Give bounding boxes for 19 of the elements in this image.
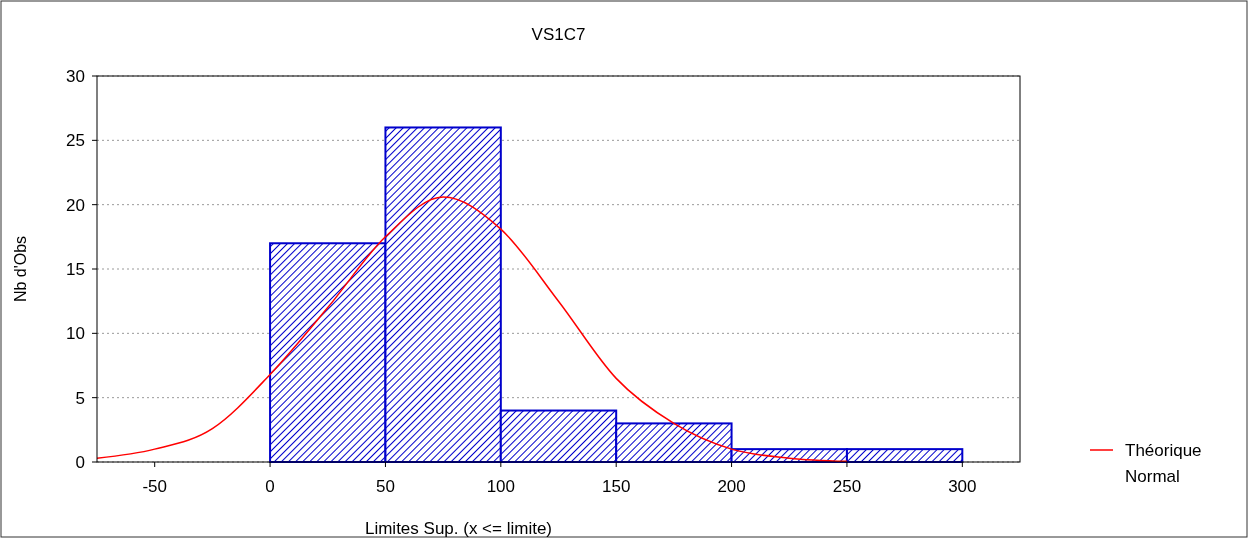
y-tick-label: 30 [66, 67, 85, 86]
x-tick-label: 200 [717, 477, 746, 496]
x-tick-label: -50 [142, 477, 167, 496]
x-tick-label: 150 [602, 477, 631, 496]
x-tick-label: 300 [948, 477, 977, 496]
y-tick-label: 25 [66, 131, 85, 151]
y-axis-title: Nb d'Obs [12, 235, 29, 303]
y-tick-label: 15 [66, 260, 85, 279]
x-tick-label: 0 [265, 477, 275, 496]
y-tick-label: 20 [66, 195, 85, 215]
chart-title: VS1C7 [531, 25, 586, 44]
legend-label: Théorique Normal [1125, 441, 1202, 486]
x-tick-label: 250 [832, 477, 862, 496]
y-tick-label: 0 [75, 453, 85, 472]
x-tick-label: 50 [375, 477, 395, 496]
x-tick-label: 100 [486, 477, 515, 496]
x-axis-title: Limites Sup. (x <= limite) [364, 519, 553, 538]
y-tick-label: 10 [66, 324, 85, 344]
y-tick-label: 5 [75, 388, 85, 408]
